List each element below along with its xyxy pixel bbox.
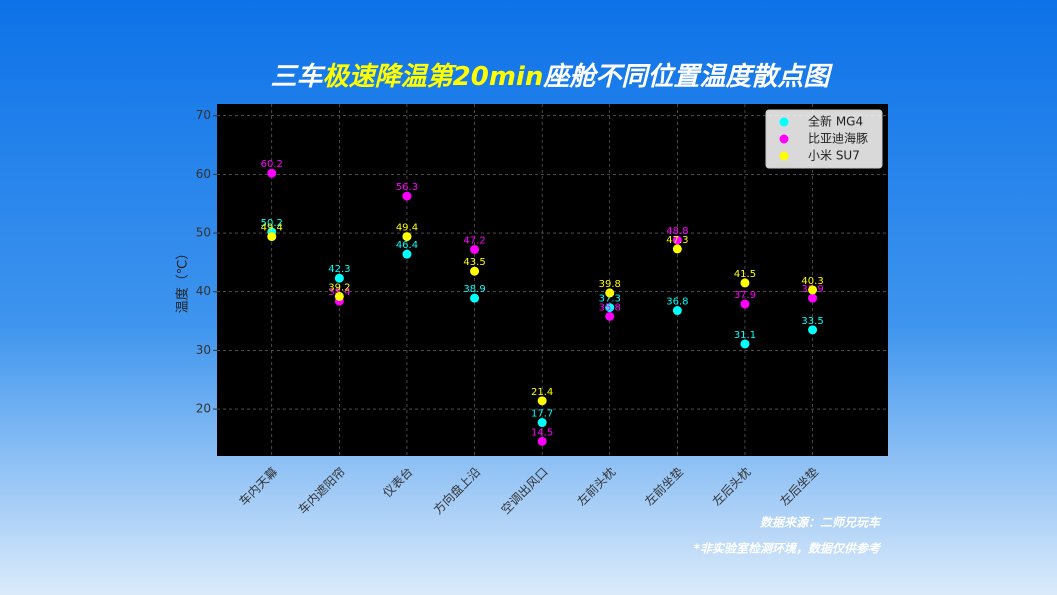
point (537, 436, 547, 446)
y-axis-label: 温度（℃） (175, 247, 191, 314)
data-label: 49.4 (396, 223, 418, 234)
data-label: 47.3 (666, 235, 688, 246)
data-label: 43.5 (463, 257, 485, 268)
legend-marker (779, 134, 789, 144)
point (605, 288, 615, 298)
data-label: 49.4 (261, 223, 283, 234)
chart-title: 三车极速降温第20min座舱不同位置温度散点图 (271, 62, 834, 92)
title-highlight: 极速降温第20min (323, 62, 544, 92)
data-label: 50.2 (261, 218, 283, 229)
legend-label: 比亚迪海豚 (808, 131, 868, 146)
point (605, 303, 615, 313)
point (267, 232, 277, 242)
point (740, 339, 750, 349)
data-label: 31.1 (734, 330, 756, 341)
point (470, 244, 480, 254)
data-label: 37.9 (734, 290, 756, 301)
data-label: 37.3 (599, 294, 621, 305)
y-tick-label: 60 (196, 167, 211, 181)
data-label: 33.5 (801, 316, 823, 327)
data-label: 39.2 (328, 282, 350, 293)
point (334, 273, 344, 283)
data-label: 14.5 (531, 427, 553, 438)
point (402, 191, 412, 201)
y-tick-label: 70 (196, 108, 211, 122)
title-part: 三车 (271, 62, 327, 92)
data-label: 41.5 (734, 269, 756, 280)
data-label: 17.7 (531, 409, 553, 420)
legend-marker (779, 117, 789, 127)
data-label: 39.8 (599, 279, 621, 290)
point (402, 249, 412, 259)
legend-box (765, 109, 883, 169)
data-label: 48.8 (666, 226, 688, 237)
data-label: 35.8 (599, 302, 621, 313)
title-part: 座舱不同位置温度散点图 (542, 62, 833, 92)
data-label: 42.3 (328, 264, 350, 275)
point (808, 285, 818, 295)
data-label: 36.8 (666, 297, 688, 308)
point (470, 266, 480, 276)
point (605, 311, 615, 321)
point (537, 418, 547, 428)
point (808, 325, 818, 335)
note: *非实验室检测环境，数据仅供参考 (694, 542, 882, 556)
point (672, 244, 682, 254)
legend-label: 小米 SU7 (808, 149, 860, 163)
point (808, 293, 818, 303)
point (402, 232, 412, 242)
point (672, 306, 682, 316)
point (537, 396, 547, 406)
source: 数据来源：二师兄玩车 (760, 516, 882, 530)
point (740, 278, 750, 288)
point (470, 293, 480, 303)
data-label: 47.2 (463, 235, 485, 246)
point (672, 235, 682, 245)
y-tick-label: 20 (196, 402, 211, 416)
legend-marker (779, 151, 789, 161)
data-label: 21.4 (531, 387, 553, 398)
y-tick-label: 50 (196, 226, 211, 240)
data-label: 60.2 (261, 159, 283, 170)
point (334, 291, 344, 301)
data-label: 40.3 (801, 276, 823, 287)
point (740, 299, 750, 309)
y-tick-label: 40 (196, 284, 211, 298)
y-tick-label: 30 (196, 343, 211, 357)
data-label: 38.9 (463, 284, 485, 295)
point (267, 168, 277, 178)
data-label: 46.4 (396, 240, 418, 251)
legend-label: 全新 MG4 (808, 114, 863, 129)
data-label: 56.3 (396, 182, 418, 193)
